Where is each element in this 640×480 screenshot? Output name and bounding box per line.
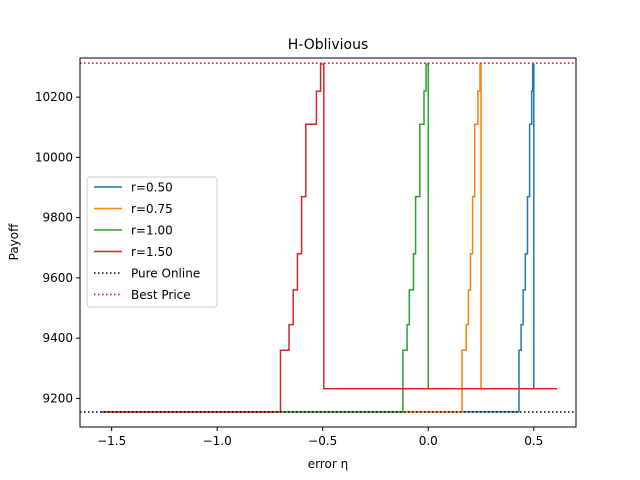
x-tick-label: −0.5 [308, 434, 337, 448]
legend-label-r-0-75: r=0.75 [131, 202, 173, 216]
legend-label-r-0-50: r=0.50 [131, 181, 173, 195]
y-tick-label: 9400 [42, 331, 73, 345]
x-axis-ticks: −1.5 −1.0 −0.5 0.0 0.5 [97, 427, 543, 448]
series-line-r-0-75 [101, 63, 557, 413]
y-axis-label: Payoff [7, 223, 21, 260]
plot-frame [79, 57, 577, 428]
series-line-r-1-50 [101, 63, 557, 413]
x-tick-label: 0.5 [524, 434, 543, 448]
x-tick-label: −1.0 [203, 434, 232, 448]
legend-label-r-1-50: r=1.50 [131, 245, 173, 259]
legend-entries: r=0.50 r=0.75 r=1.00 r=1.50 Pure Online Best … [94, 181, 200, 302]
reference-lines-layer [80, 62, 576, 413]
legend-box [86, 176, 218, 308]
y-tick-label: 9800 [42, 211, 73, 225]
legend-label-r-1-00: r=1.00 [131, 224, 173, 238]
y-tick-label: 9200 [42, 391, 73, 405]
series-line-r-0-50 [101, 63, 557, 413]
x-tick-label: −1.5 [97, 434, 126, 448]
legend-label-pure-online: Pure Online [131, 267, 200, 281]
series-line-r-1-00 [101, 63, 557, 413]
legend: r=0.50 r=0.75 r=1.00 r=1.50 Pure Online Best … [86, 176, 218, 308]
series-layer [101, 63, 557, 413]
x-axis-label: error η [308, 457, 348, 471]
chart-title: H-Oblivious [288, 37, 369, 53]
legend-label-best-price: Best Price [131, 288, 191, 302]
y-axis-ticks: 9200 9400 9600 9800 10000 10200 [35, 90, 80, 405]
y-tick-label: 9600 [42, 271, 73, 285]
x-tick-label: 0.0 [419, 434, 438, 448]
y-tick-label: 10200 [35, 90, 73, 104]
y-tick-label: 10000 [35, 150, 73, 164]
